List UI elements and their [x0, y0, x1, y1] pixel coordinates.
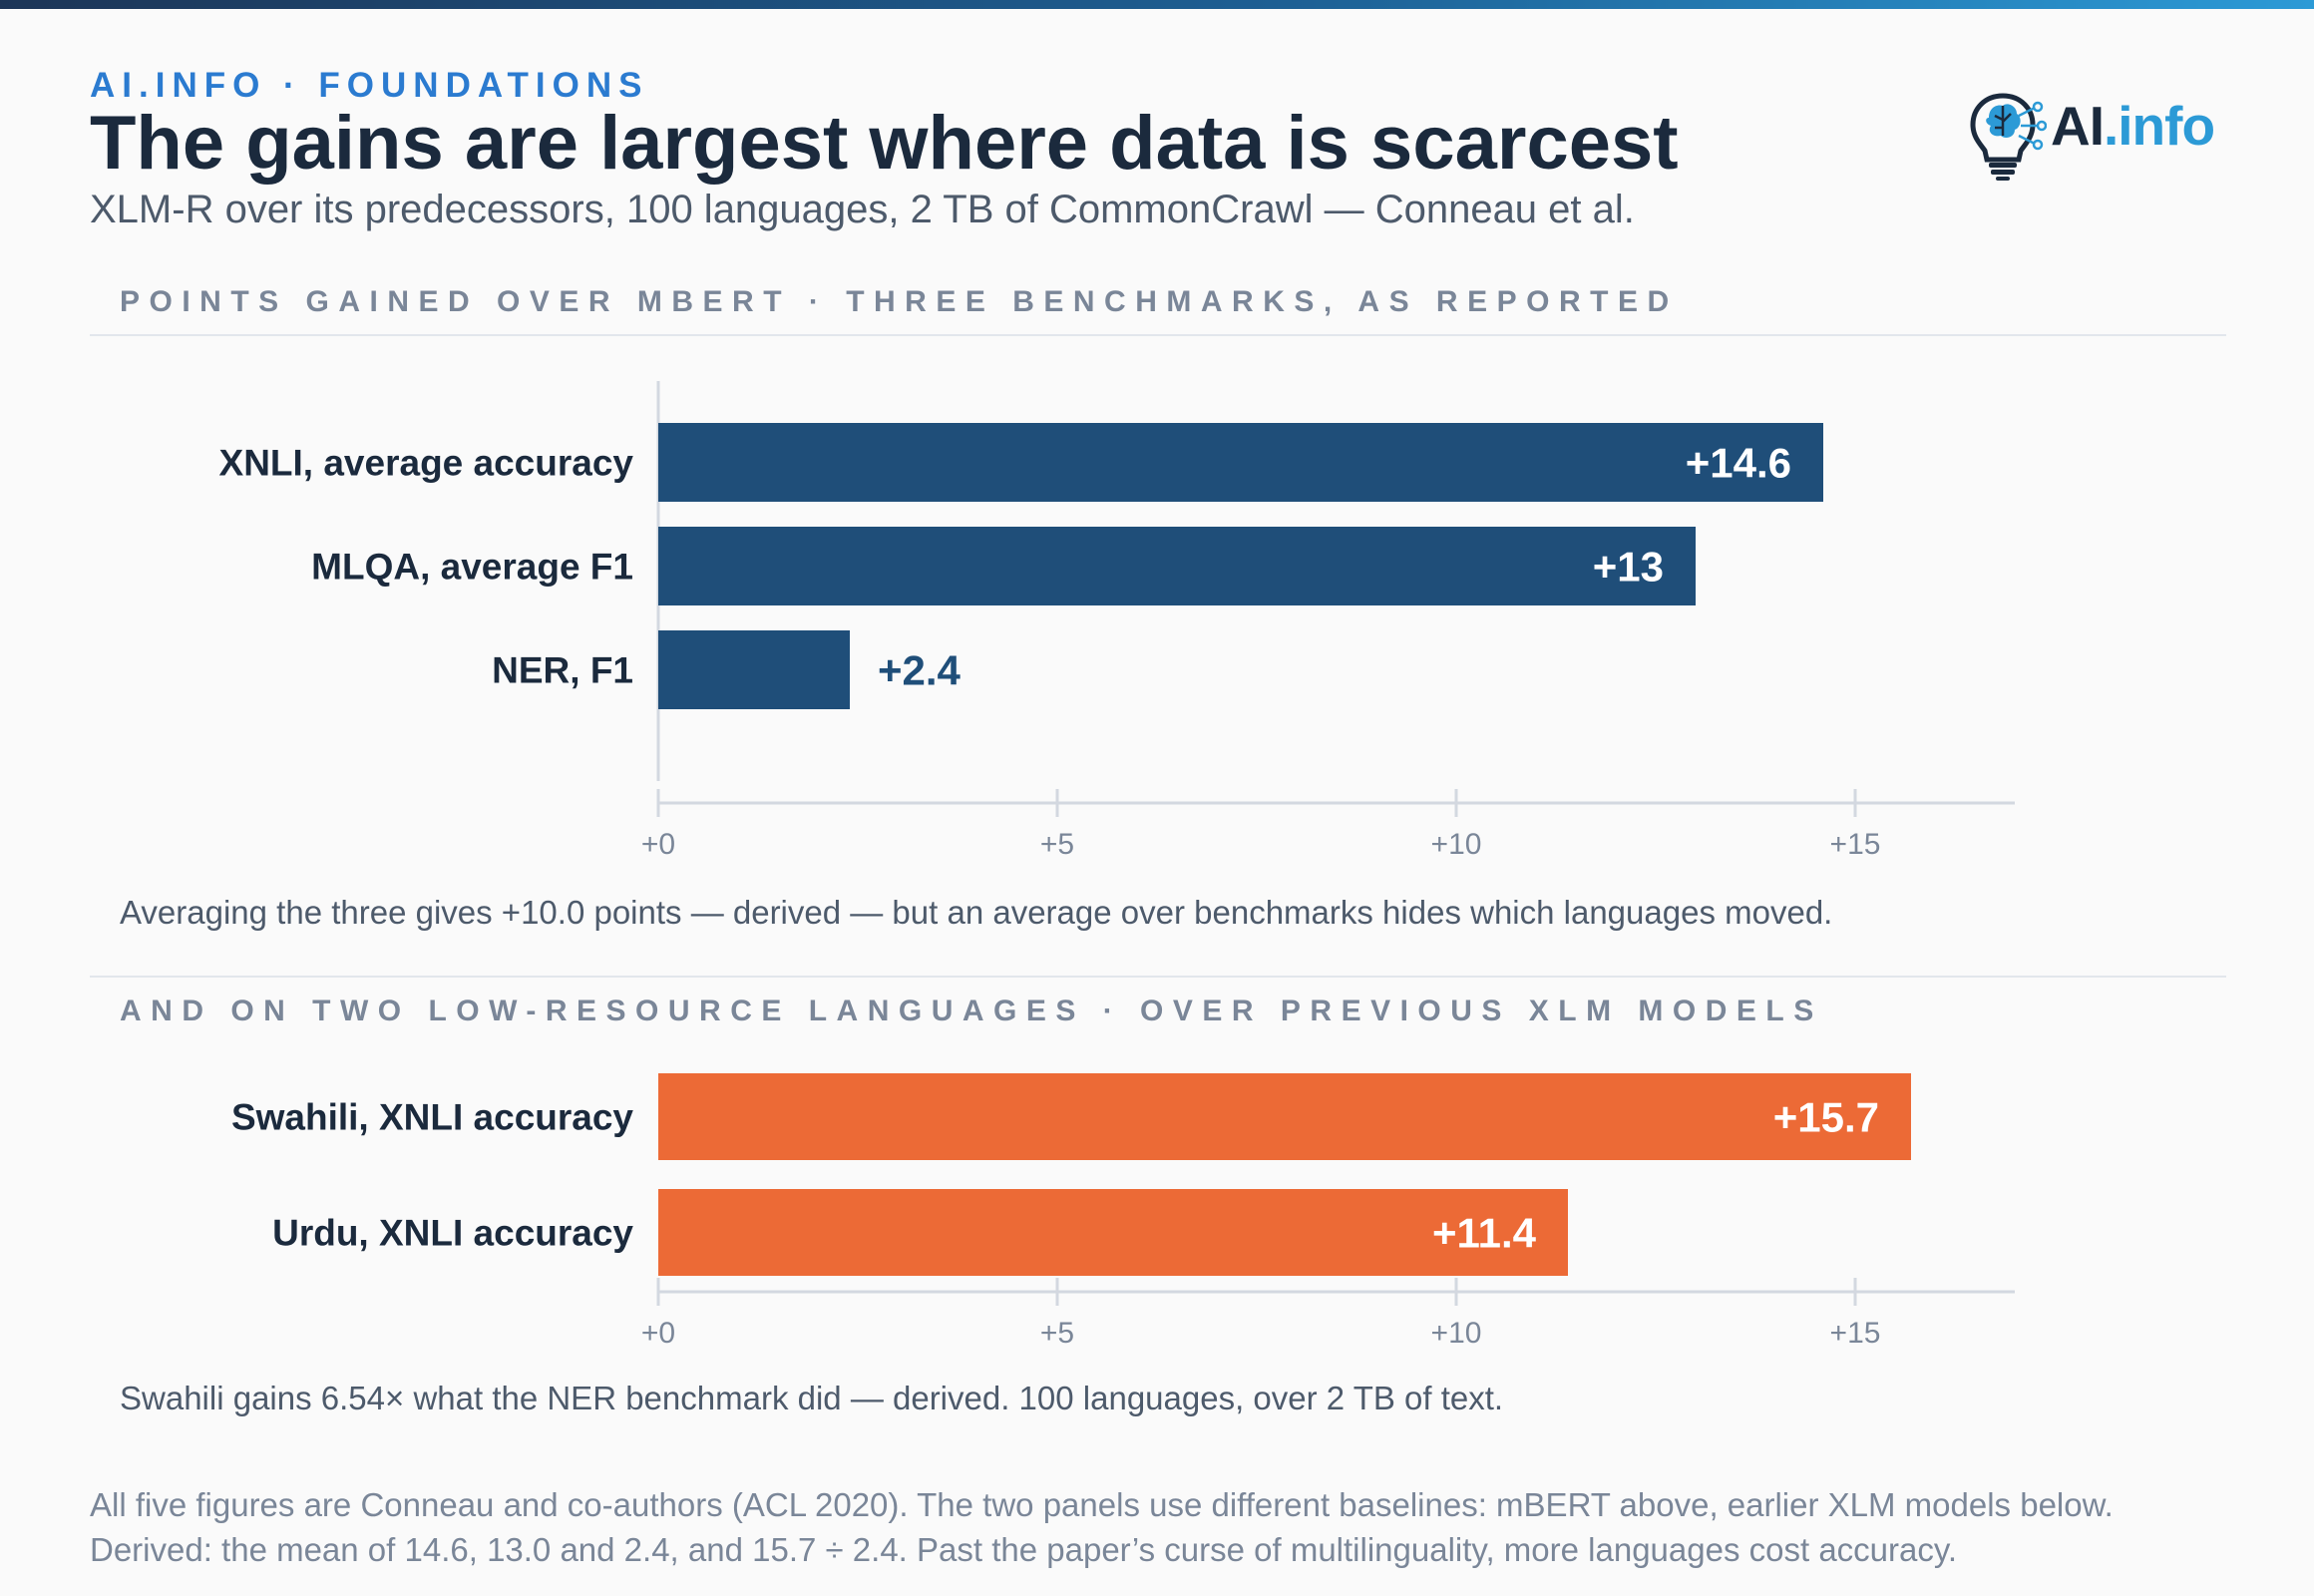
footer-line-1: All five figures are Conneau and co-auth…	[90, 1486, 2114, 1523]
bar	[658, 1189, 1568, 1276]
footer-line-2: Derived: the mean of 14.6, 13.0 and 2.4,…	[90, 1531, 1958, 1568]
bar	[658, 1073, 1911, 1160]
panel1-note: Averaging the three gives +10.0 points —…	[120, 894, 1833, 931]
lightbulb-brain-icon	[1970, 93, 2047, 181]
data-label: +2.4	[878, 647, 962, 694]
x-tick-label: +10	[1431, 1317, 1482, 1350]
bar	[658, 423, 1823, 502]
bar	[658, 630, 850, 709]
bar-label: XNLI, average accuracy	[219, 443, 634, 484]
bar-label: NER, F1	[492, 650, 633, 691]
footer-source-note: All five figures are Conneau and co-auth…	[90, 1482, 2114, 1572]
benchmark-gains-chart: XNLI, average accuracy +14.6 MLQA, average…	[219, 381, 2015, 861]
data-label: +11.4	[1432, 1210, 1537, 1257]
panel1-label: POINTS GAINED OVER MBERT · THREE BENCHMA…	[120, 285, 1679, 318]
x-tick-label: +15	[1830, 1317, 1881, 1350]
bar-label: MLQA, average F1	[311, 547, 633, 588]
x-tick-label: +0	[641, 828, 675, 861]
x-tick-label: +10	[1431, 828, 1482, 861]
bar-label: Swahili, XNLI accuracy	[231, 1097, 633, 1138]
logo-text-main: AI	[2051, 95, 2105, 157]
x-tick-label: +15	[1830, 828, 1881, 861]
data-label: +14.6	[1686, 440, 1791, 487]
logo: AI.info	[1967, 88, 2228, 182]
x-tick-label: +5	[1040, 1317, 1074, 1350]
logo-text: AI.info	[2051, 94, 2215, 158]
top-accent-bar	[0, 0, 2314, 9]
data-label: +15.7	[1773, 1094, 1879, 1141]
data-label: +13	[1593, 544, 1664, 591]
page-subtitle: XLM-R over its predecessors, 100 languag…	[90, 188, 1635, 231]
panel-divider	[90, 976, 2226, 978]
panel2-note: Swahili gains 6.54× what the NER benchma…	[120, 1380, 1504, 1416]
panel2-label: AND ON TWO LOW-RESOURCE LANGUAGES · OVER…	[120, 995, 1823, 1027]
logo-text-accent: .info	[2104, 95, 2215, 157]
kicker: AI.INFO · FOUNDATIONS	[90, 66, 649, 105]
x-tick-label: +0	[641, 1317, 675, 1350]
bar-label: Urdu, XNLI accuracy	[272, 1213, 633, 1254]
low-resource-gains-chart: Swahili, XNLI accuracy +15.7 Urdu, XNLI ac…	[231, 1073, 2015, 1350]
panel1-rule	[90, 334, 2226, 336]
bar	[658, 527, 1696, 605]
page-title: The gains are largest where data is scar…	[90, 101, 1679, 186]
x-tick-label: +5	[1040, 828, 1074, 861]
